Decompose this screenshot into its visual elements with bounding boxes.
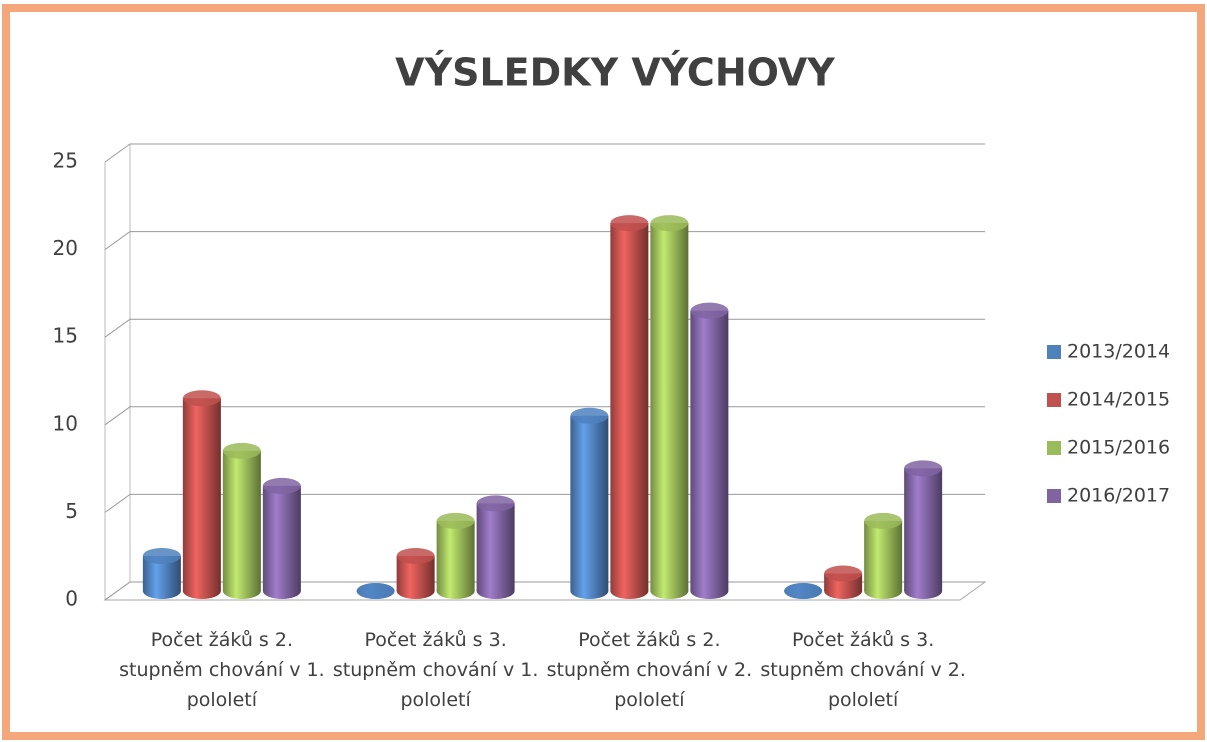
bar xyxy=(356,583,395,599)
bar xyxy=(690,302,729,599)
bar-body xyxy=(476,503,515,591)
bar-top xyxy=(396,547,435,564)
x-tick-line: stupněm chování v 2. xyxy=(547,659,753,681)
x-tick-line: Počet žáků s 3. xyxy=(792,629,934,651)
bar-top xyxy=(650,215,689,232)
grid-line xyxy=(104,231,985,251)
bar xyxy=(650,215,689,599)
bar-body xyxy=(262,485,301,591)
bar xyxy=(610,215,649,599)
y-tick-label: 25 xyxy=(53,149,78,173)
x-tick-line: pololetí xyxy=(187,689,258,711)
bar xyxy=(182,390,221,599)
frame xyxy=(2,4,1205,740)
bar-top xyxy=(690,302,729,319)
bar-top xyxy=(904,460,943,477)
bar xyxy=(142,547,181,599)
x-tick-line: pololetí xyxy=(614,689,685,711)
x-tick-line: stupněm chování v 2. xyxy=(760,659,966,681)
bar xyxy=(824,565,863,599)
bar-body xyxy=(690,310,729,591)
y-tick-label: 0 xyxy=(65,587,78,611)
bar-top xyxy=(182,390,221,407)
x-tick-line: pololetí xyxy=(828,689,899,711)
x-tick-line: Počet žáků s 3. xyxy=(365,629,507,651)
y-tick-label: 5 xyxy=(65,499,78,523)
bar-top xyxy=(476,495,515,512)
grid-line xyxy=(104,143,985,163)
x-tick-line: stupněm chování v 1. xyxy=(119,659,325,681)
bar xyxy=(436,512,475,599)
legend-label: 2013/2014 xyxy=(1067,341,1170,363)
bar xyxy=(570,407,609,599)
bar-top xyxy=(262,477,301,494)
bar xyxy=(476,495,515,599)
x-tick-label: Počet žáků s 2. stupněm chování v 2. polol… xyxy=(547,629,753,711)
legend-label: 2015/2016 xyxy=(1067,437,1170,459)
bar xyxy=(904,460,943,599)
bar xyxy=(396,547,435,599)
bar-top xyxy=(570,407,609,424)
bar-top xyxy=(824,565,863,582)
bar-body xyxy=(182,398,221,591)
x-tick-label: Počet žáků s 3. stupněm chování v 2. polol… xyxy=(760,629,966,711)
legend-swatch xyxy=(1047,441,1061,455)
bar xyxy=(222,442,261,599)
bar-body xyxy=(610,223,649,591)
legend-label: 2014/2015 xyxy=(1067,389,1170,411)
bar xyxy=(784,583,823,599)
bar-top xyxy=(864,512,903,529)
legend-swatch xyxy=(1047,489,1061,503)
bar-body xyxy=(436,520,475,591)
x-tick-line: stupněm chování v 1. xyxy=(333,659,539,681)
y-tick-label: 20 xyxy=(53,236,78,260)
chart-title: VÝSLEDKY VÝCHOVY xyxy=(395,51,835,95)
x-tick-line: Počet žáků s 2. xyxy=(578,629,720,651)
bar-top xyxy=(436,512,475,529)
bar-body xyxy=(650,223,689,591)
y-tick-label: 15 xyxy=(53,324,78,348)
bar-top xyxy=(222,442,261,459)
bar-body xyxy=(864,520,903,591)
bar-top xyxy=(784,583,823,599)
bar-top xyxy=(142,547,181,564)
legend-swatch xyxy=(1047,345,1061,359)
legend-swatch xyxy=(1047,393,1061,407)
bar xyxy=(864,512,903,599)
bar-top xyxy=(356,583,395,599)
x-tick-label: Počet žáků s 2. stupněm chování v 1. polol… xyxy=(119,629,325,711)
legend-label: 2016/2017 xyxy=(1067,485,1170,507)
bar-body xyxy=(904,468,943,591)
y-tick-label: 10 xyxy=(53,411,78,435)
x-tick-line: Počet žáků s 2. xyxy=(151,629,293,651)
bar-body xyxy=(570,415,609,591)
bar-top xyxy=(610,215,649,232)
x-tick-label: Počet žáků s 3. stupněm chování v 1. polol… xyxy=(333,629,539,711)
bar-body xyxy=(222,450,261,591)
x-tick-line: pololetí xyxy=(400,689,471,711)
bar xyxy=(262,477,301,599)
